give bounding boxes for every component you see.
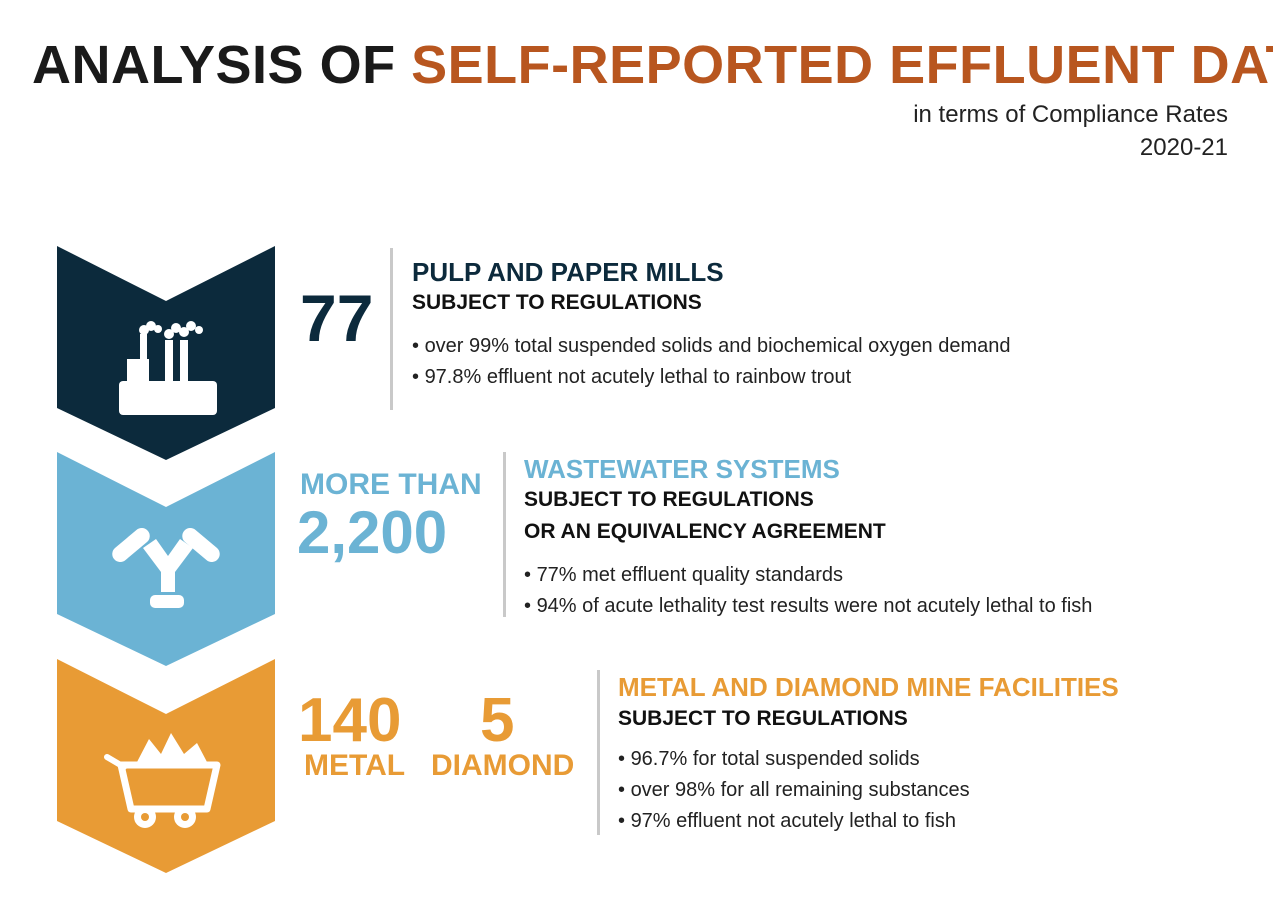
page-title: ANALYSIS OF SELF-REPORTED EFFLUENT DATA	[32, 38, 1273, 92]
wastewater-divider	[503, 452, 506, 617]
page-subtitle: in terms of Compliance Rates 2020-21	[913, 98, 1228, 164]
mine-bullets: 96.7% for total suspended solids over 98…	[618, 744, 970, 837]
diamond-count: 5	[480, 686, 515, 755]
list-item: over 99% total suspended solids and bioc…	[412, 331, 1011, 362]
pulp-bullets: over 99% total suspended solids and bioc…	[412, 331, 1011, 393]
title-prefix: ANALYSIS OF	[32, 35, 412, 95]
mine-title: METAL AND DIAMOND MINE FACILITIES	[618, 672, 1119, 702]
list-item: over 98% for all remaining substances	[618, 775, 970, 806]
mine-chevron	[57, 659, 275, 873]
wastewater-subtitle: SUBJECT TO REGULATIONS OR AN EQUIVALENCY…	[524, 484, 886, 548]
subtitle-year: 2020-21	[1139, 134, 1228, 161]
pulp-count: 77	[300, 281, 374, 355]
mine-cart-icon	[104, 733, 221, 828]
subtitle-compliance: in terms of Compliance Rates	[913, 101, 1228, 128]
wastewater-chevron	[57, 452, 275, 666]
list-item: 96.7% for total suspended solids	[618, 744, 970, 775]
metal-count: 140	[298, 686, 402, 755]
mine-divider	[597, 670, 600, 835]
title-accent: SELF-REPORTED EFFLUENT DATA	[411, 35, 1273, 95]
wastewater-subtitle-line: OR AN EQUIVALENCY AGREEMENT	[524, 520, 886, 543]
pulp-chevron	[57, 246, 275, 460]
list-item: 94% of acute lethality test results were…	[524, 591, 1093, 622]
list-item: 97.8% effluent not acutely lethal to rai…	[412, 362, 1011, 393]
factory-icon	[119, 321, 217, 415]
wastewater-title: WASTEWATER SYSTEMS	[524, 454, 840, 484]
diamond-label: DIAMOND	[431, 749, 575, 782]
list-item: 97% effluent not acutely lethal to fish	[618, 806, 970, 837]
pulp-title: PULP AND PAPER MILLS	[412, 257, 724, 287]
pipe-junction-icon	[112, 528, 220, 608]
wastewater-count-prefix: MORE THAN	[300, 468, 482, 501]
metal-label: METAL	[304, 749, 406, 782]
pulp-subtitle: SUBJECT TO REGULATIONS	[412, 291, 702, 314]
wastewater-subtitle-line: SUBJECT TO REGULATIONS	[524, 488, 814, 511]
pulp-divider	[390, 248, 393, 410]
mine-subtitle: SUBJECT TO REGULATIONS	[618, 707, 908, 730]
list-item: 77% met effluent quality standards	[524, 560, 1092, 591]
wastewater-count: 2,200	[297, 499, 448, 566]
wastewater-bullets: 77% met effluent quality standards 94% o…	[524, 560, 1093, 622]
